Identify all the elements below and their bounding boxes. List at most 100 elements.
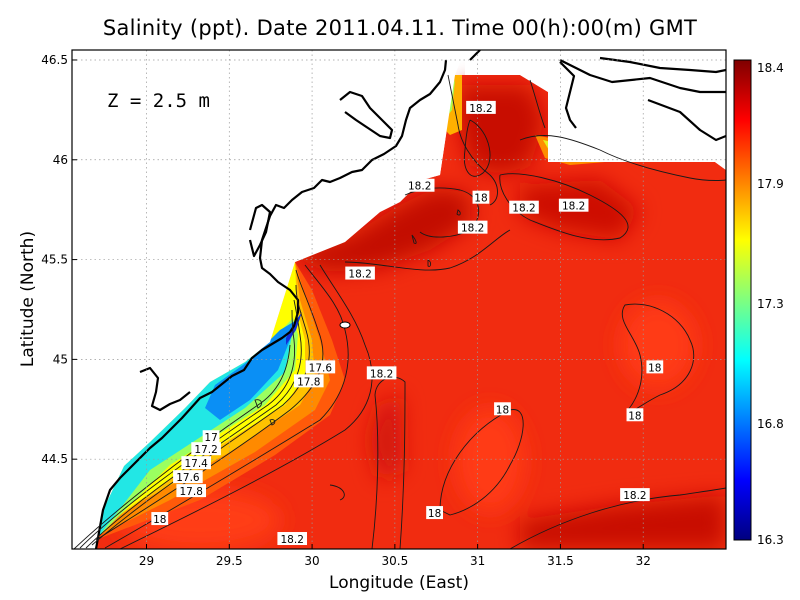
colorbar-tick-label: 18.4 xyxy=(757,61,784,75)
colorbar-tick-label: 17.3 xyxy=(757,297,784,311)
contour-label-text: 17.8 xyxy=(297,376,320,388)
contour-label-text: 18 xyxy=(153,514,166,526)
contour-label-text: 17.2 xyxy=(194,444,217,456)
coastal-notch xyxy=(548,92,605,162)
colorbar-tick-label: 16.3 xyxy=(757,533,784,547)
contour-label-box xyxy=(509,200,539,214)
islet xyxy=(339,321,351,329)
contour-line xyxy=(447,74,498,206)
x-tick-label: 32 xyxy=(636,554,651,568)
contour-line xyxy=(104,264,349,549)
contour-line xyxy=(411,234,417,244)
contour-label-box xyxy=(345,266,375,280)
y-tick-label: 45.5 xyxy=(41,253,68,267)
y-tick-label: 45 xyxy=(53,352,68,366)
contour-label-box xyxy=(173,470,203,484)
contour-label-text: 17.8 xyxy=(180,486,203,498)
contour-label: 18 xyxy=(646,360,664,374)
contour-label: 18.2 xyxy=(457,220,488,235)
danube-delta-coast xyxy=(139,366,191,412)
contour-label-text: 18.2 xyxy=(461,223,484,235)
contour-label-box xyxy=(558,198,589,212)
estuary-outline xyxy=(559,61,577,129)
y-axis-label: Latitude (North) xyxy=(18,231,38,367)
contour-label-text: 18 xyxy=(496,404,509,416)
contour-label-text: 18 xyxy=(474,193,487,205)
contour-label-text: 17.6 xyxy=(176,472,200,484)
contour-label-text: 17.4 xyxy=(184,458,208,470)
contour-label: 18.2 xyxy=(466,100,496,115)
contour-line xyxy=(621,303,695,412)
contour-labels: 18.2 18.2 18 18.2 18.2 18.2 18.2 17.6 17.8 18.2 18… xyxy=(151,100,664,546)
x-tick-label: 29.5 xyxy=(216,554,243,568)
contour-label-box xyxy=(620,488,650,502)
contour-label: 17.4 xyxy=(181,456,211,470)
plume-band-16-8 xyxy=(205,318,300,420)
contour-line xyxy=(269,419,276,426)
contour-label: 18 xyxy=(494,402,511,416)
dark-red-patch xyxy=(300,188,470,272)
contour-label: 17.6 xyxy=(305,360,336,374)
contour-label: 18.2 xyxy=(620,488,650,502)
contour-label-text: 18.2 xyxy=(512,203,535,215)
contour-line xyxy=(519,135,726,181)
contour-label: 18 xyxy=(626,408,644,422)
contour-label-box xyxy=(151,512,169,526)
contour-label: 18 xyxy=(426,506,443,520)
eastern-coast-3 xyxy=(647,98,726,142)
contour-label-text: 17.6 xyxy=(309,362,333,374)
northern-coast xyxy=(469,50,481,61)
y-tick-label: 46.5 xyxy=(41,53,68,67)
contour-label-text: 18 xyxy=(428,508,441,520)
x-tick-label: 29 xyxy=(139,554,154,568)
contour-label-box xyxy=(472,190,490,204)
contour-label-box xyxy=(366,366,397,380)
contour-line xyxy=(529,79,546,129)
island-outline xyxy=(339,90,394,140)
contour-label: 17.2 xyxy=(191,442,221,456)
plot-frame xyxy=(71,49,727,550)
contour-label-box xyxy=(293,374,324,388)
contour-line xyxy=(499,173,629,241)
contour-label: 17.8 xyxy=(293,374,324,388)
contour-label-text: 18.2 xyxy=(408,181,431,193)
contour-label-text: 18 xyxy=(628,410,641,422)
chart-title: Salinity (ppt). Date 2011.04.11. Time 00… xyxy=(102,16,698,40)
contour-label-box xyxy=(191,442,221,456)
y-tick-label: 44.5 xyxy=(41,452,68,466)
contour-label: 18.2 xyxy=(558,198,589,213)
contour-label: 18.2 xyxy=(277,532,308,546)
western-land xyxy=(72,50,465,549)
x-axis-label: Longitude (East) xyxy=(329,573,469,593)
plot-area xyxy=(72,50,726,549)
contour-line xyxy=(95,269,324,541)
contour-label-text: 18.2 xyxy=(469,103,492,115)
contour-label-box xyxy=(305,360,336,374)
contour-line xyxy=(254,399,262,409)
contour-label-text: 18.2 xyxy=(370,368,393,380)
contour-line xyxy=(456,209,461,216)
contour-label-box xyxy=(646,360,664,374)
contour-line xyxy=(73,344,291,549)
contour-line xyxy=(119,264,373,549)
y-axis-ticks: 44.5 45 45.5 46 46.5 xyxy=(41,53,77,466)
contour-label-text: 18.2 xyxy=(281,534,304,546)
colorbar xyxy=(733,59,752,541)
lagoon-coastline xyxy=(248,203,272,258)
contour-label: 17.6 xyxy=(173,470,203,484)
contour-label-box xyxy=(202,430,220,444)
lighter-red-patch xyxy=(455,408,525,512)
contour-lines xyxy=(73,74,726,549)
contour-label-box xyxy=(494,402,511,416)
contour-label: 17.8 xyxy=(176,484,207,498)
contour-label: 18 xyxy=(151,512,169,526)
dark-red-patch xyxy=(520,495,726,549)
coastline xyxy=(94,50,726,549)
contour-label-text: 17 xyxy=(204,432,217,444)
contour-line xyxy=(463,119,491,177)
contour-label: 18.2 xyxy=(366,366,397,380)
contour-label: 18.2 xyxy=(509,200,539,215)
contour-line xyxy=(344,229,511,271)
x-tick-label: 30 xyxy=(304,554,319,568)
